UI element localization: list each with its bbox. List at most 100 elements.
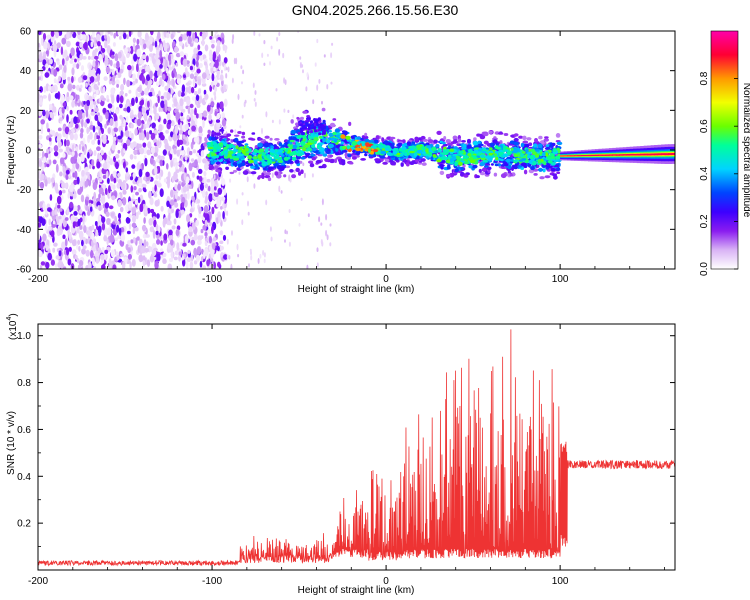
- heatmap-cell: [278, 48, 281, 56]
- heatmap-cell: [193, 260, 198, 265]
- heatmap-cell: [102, 174, 107, 179]
- heatmap-cell: [133, 155, 137, 160]
- heatmap-cell: [192, 58, 196, 66]
- heatmap-cell: [299, 129, 304, 134]
- heatmap-cell: [208, 193, 213, 202]
- heatmap-cell: [325, 229, 328, 237]
- heatmap-cell: [454, 161, 458, 167]
- heatmap-cell: [54, 208, 58, 215]
- heatmap-cell: [321, 198, 324, 206]
- heatmap-cell: [200, 228, 204, 234]
- heatmap-cell: [106, 120, 109, 126]
- heatmap-cell: [215, 169, 221, 173]
- heatmap-cell: [211, 60, 214, 67]
- heatmap-cell: [481, 150, 487, 154]
- heatmap-cell: [45, 63, 49, 69]
- heatmap-cell: [251, 132, 256, 135]
- heatmap-cell: [239, 125, 242, 129]
- heatmap-cell: [157, 69, 160, 77]
- heatmap-cell: [283, 174, 287, 178]
- heatmap-cell: [317, 153, 323, 157]
- heatmap-cell: [101, 247, 105, 252]
- heatmap-cell: [224, 46, 227, 54]
- heatmap-cell: [142, 54, 147, 60]
- heatmap-cell: [72, 172, 75, 178]
- heatmap-cell: [137, 92, 142, 98]
- heatmap-cell: [128, 31, 132, 37]
- heatmap-cell: [132, 194, 135, 200]
- heatmap-cell: [541, 152, 546, 157]
- heatmap-cell: [51, 224, 56, 228]
- heatmap-cell: [244, 99, 247, 104]
- heatmap-cell: [149, 157, 154, 165]
- heatmap-cell: [294, 159, 300, 164]
- heatmap-cell: [300, 197, 303, 201]
- heatmap-cell: [124, 47, 128, 55]
- heatmap-cell: [533, 173, 538, 176]
- heatmap-cell: [178, 251, 182, 256]
- heatmap-cell: [149, 226, 155, 233]
- heatmap-cell: [93, 266, 96, 269]
- heatmap-cell: [227, 150, 234, 155]
- heatmap-cell: [190, 86, 195, 94]
- heatmap-cell: [400, 146, 407, 150]
- heatmap-cell: [205, 191, 208, 196]
- heatmap-cell: [45, 50, 49, 55]
- heatmap-cell: [223, 161, 227, 164]
- heatmap-cell: [125, 130, 130, 138]
- heatmap-cell: [103, 235, 108, 242]
- heatmap-cell: [96, 161, 101, 169]
- heatmap-cell: [142, 39, 146, 44]
- heatmap-cell: [198, 206, 202, 214]
- heatmap-cell: [53, 151, 59, 157]
- heatmap-cell: [79, 41, 83, 48]
- heatmap-cell: [49, 58, 53, 65]
- heatmap-cell: [48, 93, 51, 102]
- heatmap-cell: [220, 206, 223, 210]
- heatmap-cell: [127, 240, 131, 245]
- heatmap-cell: [302, 110, 308, 114]
- heatmap-cell: [90, 100, 94, 109]
- heatmap-cell: [196, 175, 200, 180]
- heatmap-cell: [76, 227, 80, 234]
- heatmap-cell: [478, 168, 482, 173]
- heatmap-cell: [302, 135, 307, 140]
- heatmap-cell: [302, 138, 306, 141]
- heatmap-cell: [149, 197, 154, 206]
- heatmap-cell: [104, 40, 108, 49]
- heatmap-cell: [40, 173, 45, 180]
- heatmap-cell: [115, 79, 120, 85]
- heatmap-cell: [80, 194, 85, 203]
- heatmap-cell: [193, 53, 197, 59]
- heatmap-cell: [292, 144, 298, 149]
- heatmap-cell: [384, 158, 390, 163]
- heatmap-cell: [71, 150, 75, 157]
- heatmap-cell: [241, 135, 246, 139]
- heatmap-cell: [131, 222, 137, 228]
- heatmap-cell: [345, 135, 351, 140]
- heatmap-cell: [485, 155, 490, 159]
- heatmap-cell: [315, 159, 322, 164]
- heatmap-cell: [130, 198, 135, 202]
- heatmap-cell: [129, 154, 134, 160]
- heatmap-cell: [451, 156, 457, 161]
- heatmap-cell: [147, 141, 152, 149]
- heatmap-cell: [261, 127, 263, 135]
- heatmap-cell: [122, 261, 126, 269]
- heatmap-cell: [420, 158, 426, 162]
- heatmap-cell: [493, 172, 498, 177]
- heatmap-cell: [134, 128, 138, 136]
- heatmap-cell: [178, 36, 183, 43]
- heatmap-cell: [307, 126, 311, 131]
- heatmap-cell: [189, 261, 194, 269]
- heatmap-cell: [466, 144, 472, 149]
- heatmap-cell: [437, 149, 442, 153]
- heatmap-cell: [351, 140, 358, 146]
- heatmap-cell: [86, 126, 90, 135]
- heatmap-cell: [483, 140, 489, 145]
- heatmap-cell: [40, 119, 45, 125]
- heatmap-cell: [401, 149, 406, 153]
- heatmap-cell: [228, 254, 231, 260]
- heatmap-cell: [556, 147, 560, 151]
- heatmap-cell: [79, 132, 84, 139]
